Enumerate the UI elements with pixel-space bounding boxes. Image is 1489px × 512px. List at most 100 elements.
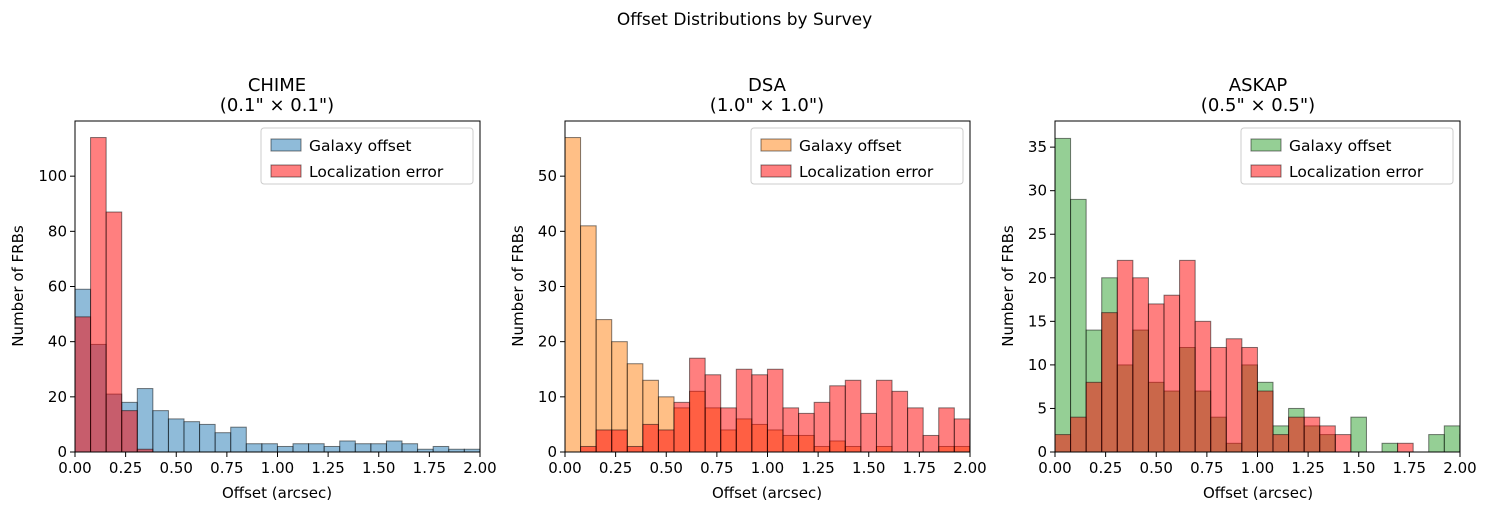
galaxy-offset-bar [401,443,419,452]
y-tick-label: 0 [1037,443,1047,461]
panel-chime: CHIME (0.1" × 0.1") Offset (arcsec) Numb… [9,75,497,502]
panel-title-line1: CHIME [248,75,306,96]
legend-swatch [760,138,792,152]
y-tick-label: 15 [1028,312,1047,330]
galaxy-offset-bar [136,388,154,452]
localization-error-bar [891,390,909,452]
galaxy-offset-bar [1428,434,1445,452]
galaxy-offset-bar [354,443,372,452]
x-tick-label: 0.50 [160,459,193,477]
localization-error-bar [875,379,893,452]
galaxy-offset-bar [183,421,201,452]
y-tick-label: 10 [1028,356,1047,374]
y-tick-label: 60 [48,278,67,296]
legend-swatch [270,164,302,178]
localization-error-bar [813,401,831,452]
x-tick-label: 1.25 [1291,459,1324,477]
x-tick-label: 1.00 [1241,459,1274,477]
localization-error-bar [1147,303,1165,452]
galaxy-offset-bar [199,423,216,452]
y-tick-label: 5 [1037,399,1047,417]
galaxy-offset-bar [580,225,597,452]
galaxy-offset-bar [1443,425,1460,452]
y-axis-label: Number of FRBs [9,225,27,347]
x-tick-label: 1.50 [1342,459,1375,477]
x-tick-label: 2.00 [953,459,986,477]
galaxy-offset-bar [152,410,169,452]
galaxy-offset-bar [565,137,582,452]
galaxy-offset-bar [1070,198,1087,452]
localization-error-bar [922,434,940,452]
localization-error-bar [611,429,628,452]
galaxy-offset-bar [214,432,232,452]
localization-error-bar [1055,434,1072,452]
localization-error-bar [704,374,722,452]
bars-group [565,137,970,452]
localization-error-bar [1303,416,1321,452]
localization-error-bar [1225,338,1243,452]
localization-error-bar [626,445,644,452]
legend: Galaxy offset Localization error [1240,127,1454,185]
galaxy-offset-bar [292,443,310,452]
legend-label: Localization error [1289,163,1424,181]
x-tick-label: 1.75 [903,459,936,477]
y-tick-label: 35 [1028,138,1047,156]
localization-error-bar [105,211,123,452]
y-tick-label: 10 [538,388,557,406]
x-tick-label: 0.25 [1089,459,1122,477]
localization-error-bar [595,429,613,452]
legend-swatch [1250,164,1282,178]
panel-title-line2: (1.0" × 1.0") [710,95,824,116]
galaxy-offset-bar [626,363,644,452]
galaxy-offset-bar [385,440,403,452]
localization-error-bar [1256,390,1274,452]
localization-error-bar [938,407,955,452]
x-tick-label: 2.00 [463,459,496,477]
galaxy-offset-bar [1055,137,1072,452]
x-axis-label: Offset (arcsec) [222,484,332,502]
x-tick-label: 0.00 [1038,459,1071,477]
localization-error-bar [642,423,659,452]
localization-error-bar [1241,346,1258,452]
localization-error-bar [782,407,800,452]
legend: Galaxy offset Localization error [750,127,964,185]
x-tick-label: 0.00 [58,459,91,477]
galaxy-offset-bar [230,426,247,452]
localization-error-bar [1272,434,1290,452]
localization-error-bar [860,412,877,452]
galaxy-offset-bar [432,445,450,452]
galaxy-offset-bar [1350,416,1367,452]
panel-askap: ASKAP (0.5" × 0.5") Offset (arcsec) Numb… [999,75,1477,502]
x-tick-label: 0.75 [1190,459,1223,477]
legend-box [750,127,964,185]
localization-error-bar [969,423,970,452]
x-tick-label: 0.25 [109,459,142,477]
x-tick-label: 1.00 [751,459,784,477]
localization-error-bar [673,401,691,452]
x-tick-label: 0.75 [210,459,243,477]
y-tick-label: 0 [547,443,557,461]
legend-label: Galaxy offset [309,137,411,155]
legend-label: Localization error [799,163,934,181]
x-tick-label: 1.75 [1393,459,1426,477]
legend-swatch [270,138,302,152]
panel-title-line1: ASKAP [1229,75,1288,96]
localization-error-bar [907,407,924,452]
y-axis-label: Number of FRBs [999,225,1017,347]
localization-error-bar [1085,381,1103,452]
x-tick-label: 1.50 [852,459,885,477]
x-axis-label: Offset (arcsec) [1203,484,1313,502]
localization-error-bar [1334,434,1352,452]
y-tick-label: 30 [1028,182,1047,200]
localization-error-bar [657,429,675,452]
x-tick-label: 1.75 [413,459,446,477]
localization-error-bar [1179,259,1196,452]
x-tick-label: 1.50 [362,459,395,477]
x-tick-label: 0.75 [700,459,733,477]
y-tick-label: 100 [38,167,67,185]
localization-error-bar [953,418,970,452]
localization-error-bar [735,368,753,452]
y-tick-label: 0 [57,443,67,461]
legend-swatch [760,164,792,178]
